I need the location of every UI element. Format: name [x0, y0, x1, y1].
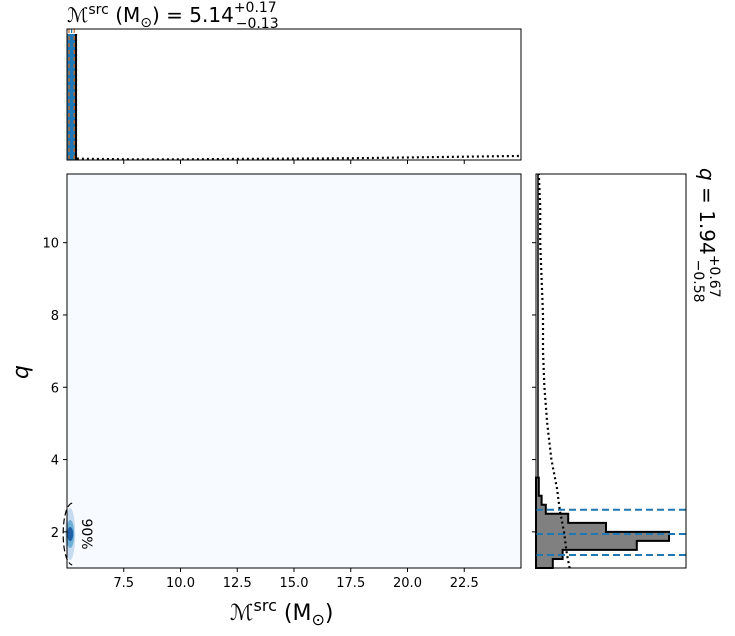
- top-prior-curve: [74, 34, 522, 161]
- y-axis-label: q: [9, 365, 34, 379]
- density-core: [67, 527, 74, 542]
- x-tick-label: 15.0: [280, 576, 309, 591]
- contour-90-line: [62, 502, 73, 566]
- top-marginal-panel: [66, 28, 522, 164]
- x-tick-label: 12.5: [223, 576, 252, 591]
- heatmap-background: [67, 174, 521, 568]
- x-tick-label: 17.5: [336, 576, 365, 591]
- top-marginal-title: ℳsrc (M⊙) = 5.14+0.17 −0.13: [67, 0, 279, 32]
- y-tick-label: 4: [51, 454, 59, 469]
- contour-90-label: 90%: [78, 518, 94, 549]
- right-marginal-panel: [532, 173, 687, 569]
- x-tick-label: 10.0: [166, 576, 195, 591]
- top-frame: [66, 28, 522, 161]
- y-tick-label: 6: [51, 381, 59, 396]
- right-marginal-title: q = 1.94+0.67−0.58: [690, 168, 722, 303]
- right-prior-curve: [537, 173, 571, 569]
- y-tick-label: 8: [51, 309, 59, 324]
- x-tick-label: 20.0: [393, 576, 422, 591]
- top-hist-bar: [67, 34, 76, 160]
- x-tick-label: 7.5: [113, 576, 134, 591]
- joint-2d-panel: 90% 7.5 10.0 12.5 15.0 17.5 20.0 22.5 2 4 6 8 10: [42, 173, 522, 591]
- x-axis-label: ℳsrc (M⊙): [230, 596, 333, 629]
- y-tick-label: 2: [51, 526, 59, 541]
- y-tick-label: 10: [42, 237, 59, 252]
- x-tick-label: 22.5: [450, 576, 479, 591]
- right-frame: [535, 173, 687, 569]
